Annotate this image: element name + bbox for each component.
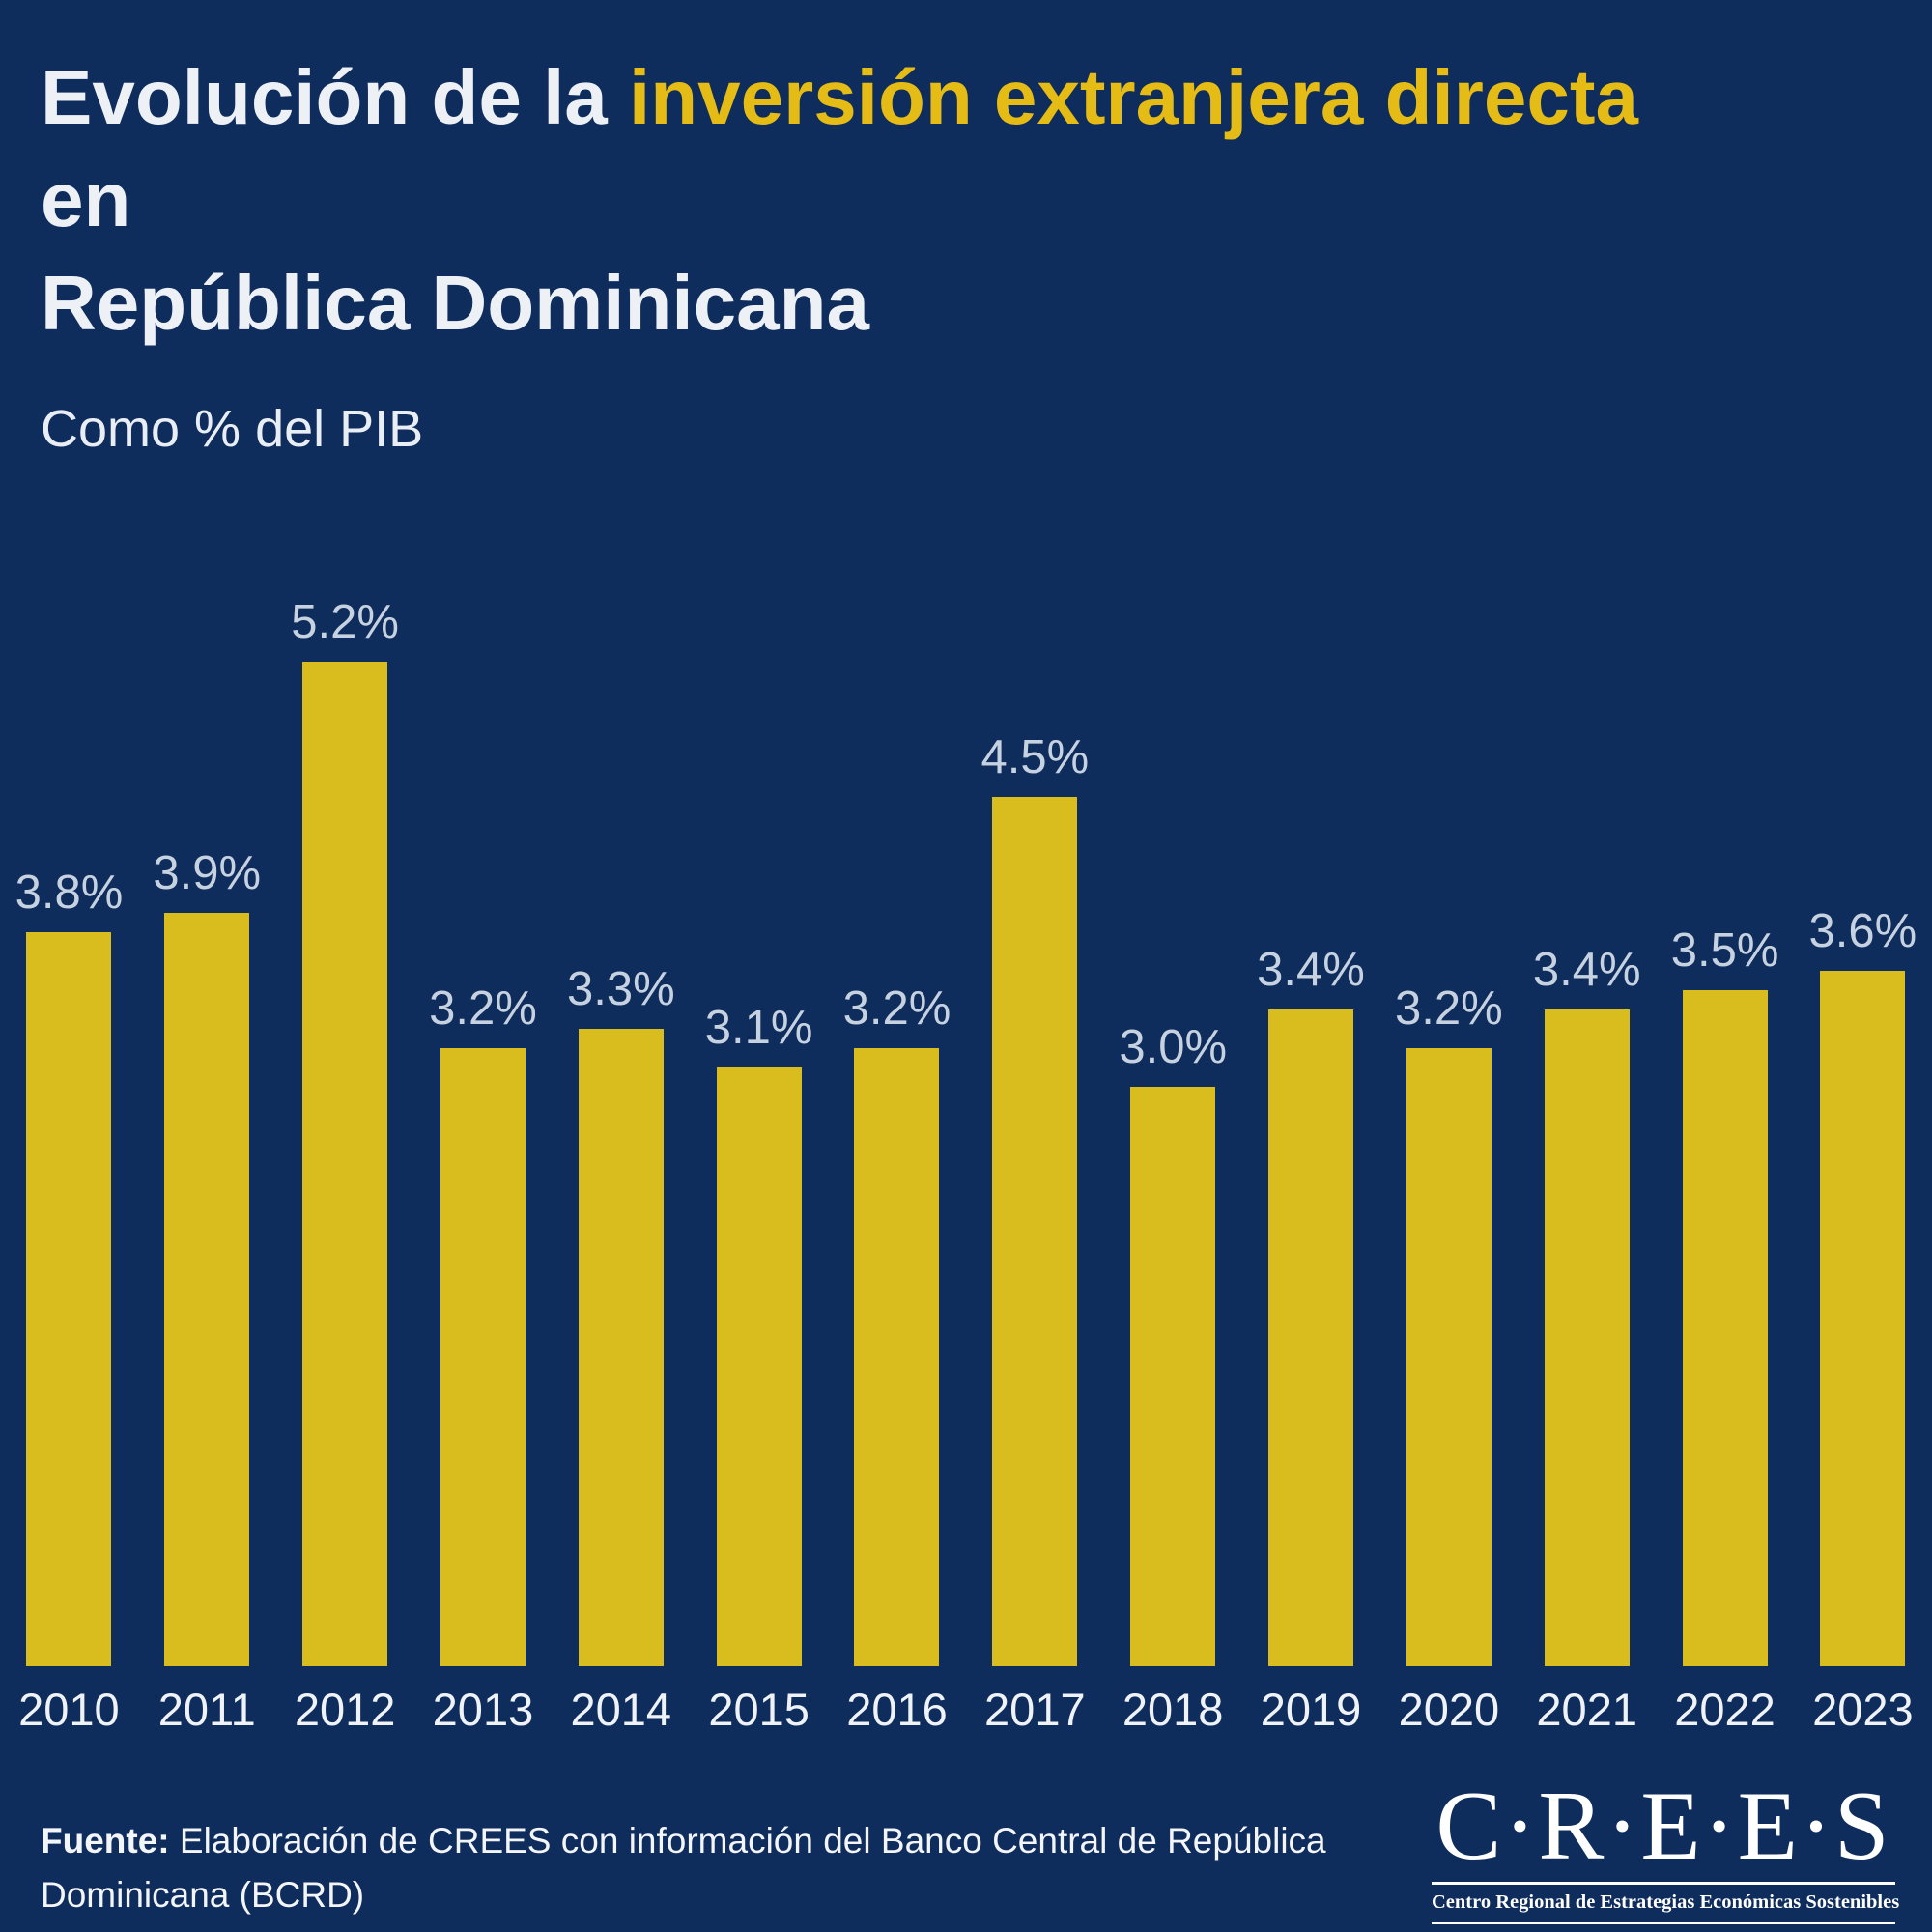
bar-column-2023: 3.6% [1794, 904, 1932, 1666]
year-label-2023: 2023 [1812, 1684, 1914, 1735]
year-label-2021: 2021 [1536, 1684, 1637, 1735]
value-label-2022: 3.5% [1670, 924, 1779, 977]
crees-logo-name: C·R·E·E·S [1435, 1772, 1891, 1881]
x-axis-labels: 2010 2011 2012 2013 2014 2015 2016 2017 2018 2019… [0, 1683, 1932, 1736]
bar-column-2021: 3.4% [1518, 943, 1656, 1666]
value-label-2013: 3.2% [429, 982, 537, 1035]
value-label-2012: 5.2% [291, 596, 399, 648]
title-suffix: en [41, 156, 131, 243]
bar-2021 [1544, 1009, 1630, 1666]
bar-2012 [302, 662, 388, 1666]
bar-column-2012: 5.2% [276, 595, 414, 1666]
year-label-2018: 2018 [1122, 1684, 1224, 1735]
crees-logo: C·R·E·E·S Centro Regional de Estrategias… [1432, 1772, 1900, 1924]
year-label-2013: 2013 [432, 1684, 534, 1735]
bar-column-2022: 3.5% [1656, 923, 1794, 1666]
bar-column-2019: 3.4% [1242, 943, 1380, 1666]
bar-column-2018: 3.0% [1104, 1020, 1242, 1666]
bar-2023 [1820, 971, 1906, 1666]
bar-2017 [992, 797, 1078, 1666]
bar-column-2013: 3.2% [414, 981, 553, 1666]
page-title: Evolución de la inversión extranjera dir… [41, 46, 1683, 355]
source-note: Fuente: Elaboración de CREES con informa… [41, 1814, 1422, 1921]
bar-column-2010: 3.8% [0, 866, 138, 1666]
bar-column-2014: 3.3% [552, 962, 690, 1666]
value-label-2017: 4.5% [980, 731, 1090, 783]
title-line2: República Dominicana [41, 259, 869, 346]
bar-2015 [716, 1067, 802, 1666]
bar-chart: 3.8% 3.9% 5.2% 3.2% 3.3% 3.1% 3.2% 4.5% 3.0% 3.4%… [0, 435, 1932, 1666]
value-label-2015: 3.1% [704, 1002, 813, 1054]
year-label-2010: 2010 [18, 1684, 120, 1735]
logo-divider-bottom [1432, 1922, 1895, 1924]
year-label-2012: 2012 [294, 1684, 396, 1735]
year-label-2015: 2015 [708, 1684, 810, 1735]
value-label-2021: 3.4% [1532, 944, 1641, 996]
value-label-2011: 3.9% [153, 847, 262, 899]
value-label-2018: 3.0% [1119, 1021, 1228, 1073]
bar-column-2015: 3.1% [690, 1001, 828, 1666]
year-label-2022: 2022 [1674, 1684, 1776, 1735]
bar-2013 [440, 1048, 526, 1666]
bar-2019 [1268, 1009, 1354, 1666]
bar-column-2011: 3.9% [138, 846, 276, 1666]
crees-logo-tagline: Centro Regional de Estrategias Económica… [1432, 1891, 1900, 1913]
bar-column-2020: 3.2% [1379, 981, 1518, 1666]
value-label-2016: 3.2% [842, 982, 952, 1035]
year-label-2011: 2011 [157, 1684, 256, 1735]
bar-2014 [578, 1029, 664, 1666]
year-label-2017: 2017 [984, 1684, 1086, 1735]
source-label: Fuente: [41, 1821, 170, 1861]
year-label-2020: 2020 [1398, 1684, 1500, 1735]
bar-column-2017: 4.5% [966, 730, 1104, 1666]
header: Evolución de la inversión extranjera dir… [41, 46, 1683, 459]
bar-2022 [1682, 990, 1768, 1666]
year-label-2016: 2016 [846, 1684, 948, 1735]
bar-2010 [26, 932, 112, 1666]
year-label-2019: 2019 [1260, 1684, 1362, 1735]
source-text: Elaboración de CREES con información del… [41, 1821, 1326, 1915]
value-label-2020: 3.2% [1395, 982, 1503, 1035]
title-accent: inversión extranjera directa [629, 54, 1638, 140]
chart-subtitle: Como % del PIB [41, 400, 424, 459]
value-label-2023: 3.6% [1808, 905, 1918, 957]
bar-2018 [1130, 1087, 1216, 1666]
logo-divider-top [1432, 1882, 1895, 1885]
bar-2016 [854, 1048, 940, 1666]
value-label-2019: 3.4% [1257, 944, 1365, 996]
title-prefix: Evolución de la [41, 54, 608, 140]
value-label-2010: 3.8% [14, 867, 124, 919]
bar-2011 [164, 913, 250, 1666]
year-label-2014: 2014 [570, 1684, 672, 1735]
bar-2020 [1406, 1048, 1492, 1666]
bar-column-2016: 3.2% [828, 981, 966, 1666]
value-label-2014: 3.3% [566, 963, 675, 1015]
